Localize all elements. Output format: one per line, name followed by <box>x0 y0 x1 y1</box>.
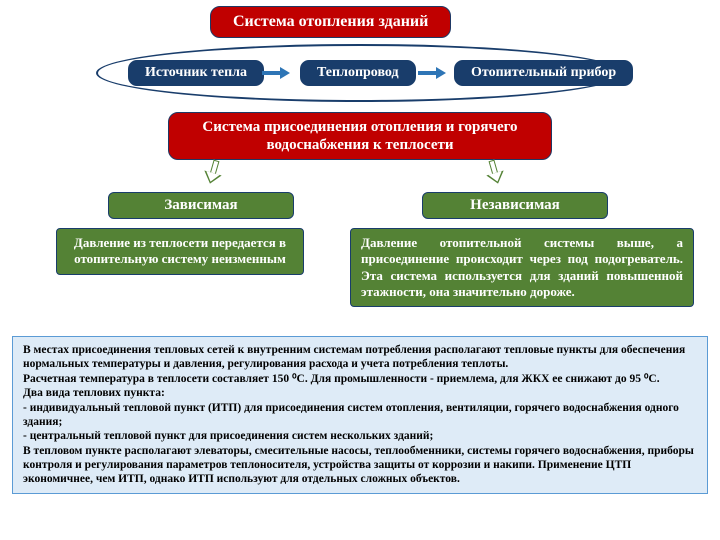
title-pill: Система отопления зданий <box>210 6 451 38</box>
footer-p3: Два вида теплових пункта: <box>23 386 697 400</box>
subtitle-pill: Система присоединения отопления и горяче… <box>168 112 552 160</box>
chain-item-source: Источник тепла <box>128 60 264 86</box>
branch-left-text: Давление из теплосети передается в отопи… <box>56 228 304 275</box>
footer-box: В местах присоединения тепловых сетей к … <box>12 336 708 494</box>
footer-p2: Расчетная температура в теплосети состав… <box>23 372 697 386</box>
footer-p4: - индивидуальный тепловой пункт (ИТП) дл… <box>23 401 697 430</box>
arrow-icon <box>418 67 446 79</box>
footer-p6: В тепловом пункте располагают элеваторы,… <box>23 444 697 487</box>
chain-item-device: Отопительный прибор <box>454 60 633 86</box>
down-arrow-icon <box>201 158 225 188</box>
arrow-icon <box>262 67 290 79</box>
footer-p1: В местах присоединения тепловых сетей к … <box>23 343 697 372</box>
chain-item-pipe: Теплопровод <box>300 60 416 86</box>
branch-right-text: Давление отопительной системы выше, а пр… <box>350 228 694 307</box>
footer-p5: - центральный тепловой пункт для присоед… <box>23 429 697 443</box>
branch-right-header: Независимая <box>422 192 608 219</box>
down-arrow-icon <box>483 158 507 188</box>
branch-left-header: Зависимая <box>108 192 294 219</box>
